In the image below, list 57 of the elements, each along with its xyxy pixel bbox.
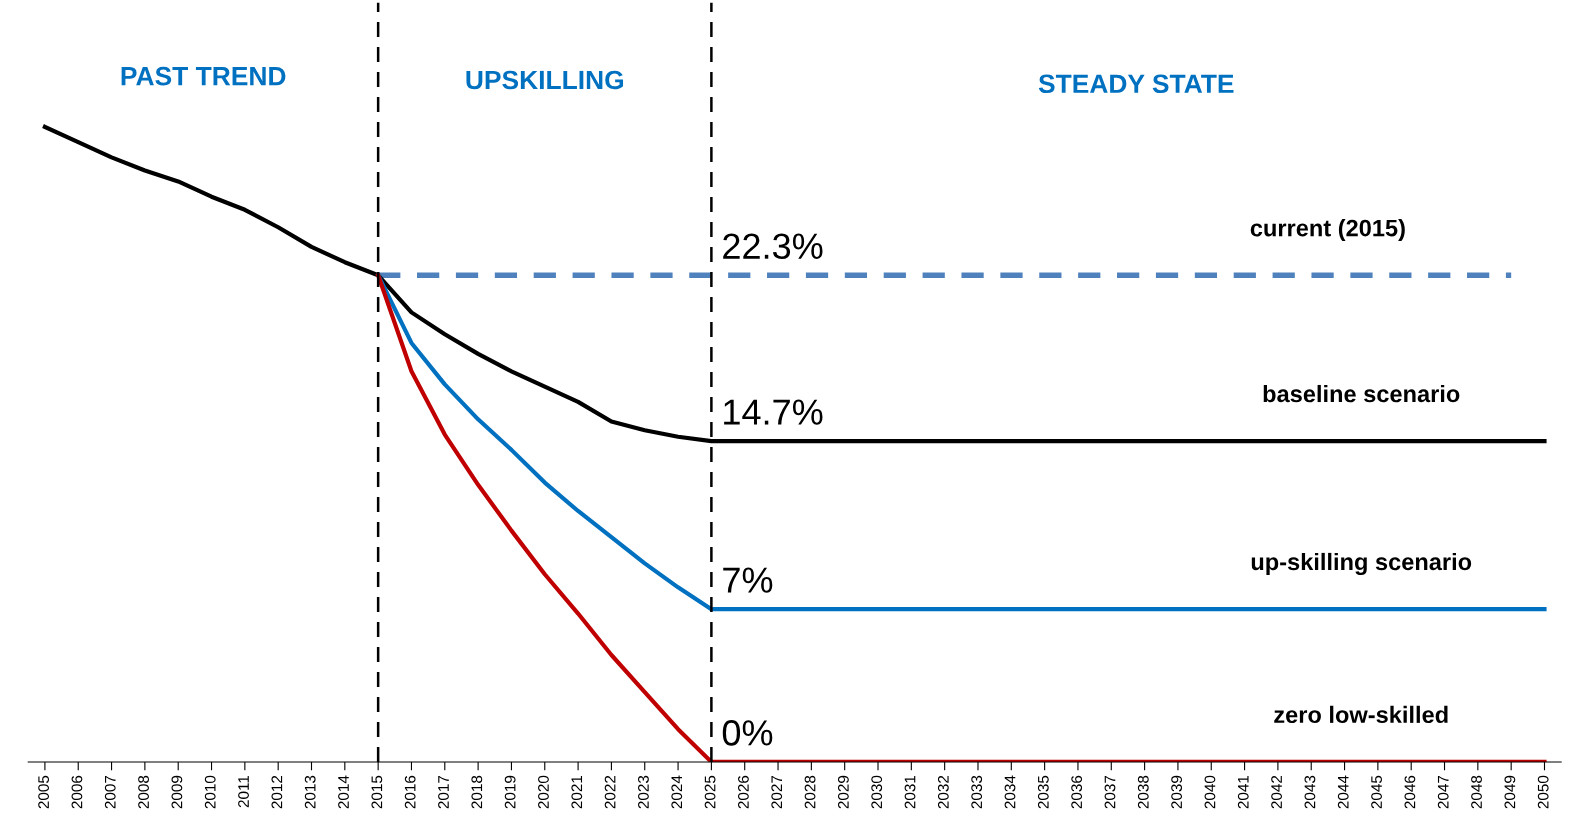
x-tick-label: 2022 bbox=[604, 775, 616, 809]
x-tick-label: 2034 bbox=[1004, 775, 1016, 809]
x-tick-label: 2042 bbox=[1271, 775, 1282, 809]
annotation: UPSKILLING bbox=[466, 70, 624, 90]
x-tick-label: 2030 bbox=[871, 775, 883, 809]
x-tick-label: 2023 bbox=[638, 775, 649, 809]
x-tick-label: 2011 bbox=[238, 775, 249, 808]
x-tick-label: 2025 bbox=[704, 775, 716, 809]
x-tick-label: 2012 bbox=[271, 775, 283, 809]
x-tick-label: 2029 bbox=[837, 775, 849, 809]
x-tick-label: 2045 bbox=[1371, 775, 1382, 809]
data-label: 0% bbox=[722, 720, 773, 746]
x-tick-label: 2021 bbox=[571, 775, 583, 809]
x-tick-label: 2044 bbox=[1337, 775, 1349, 809]
x-tick-label: 2038 bbox=[1137, 775, 1149, 809]
x-tick-label: 2028 bbox=[804, 775, 816, 809]
x-tick-label: 2040 bbox=[1204, 775, 1216, 809]
x-tick-label: 2033 bbox=[971, 775, 983, 809]
x-tick-label: 2013 bbox=[304, 775, 316, 809]
x-tick-label: 2035 bbox=[1037, 775, 1049, 809]
x-tick-label: 2031 bbox=[904, 775, 916, 809]
series-label: current (2015) bbox=[1250, 219, 1405, 242]
x-tick-label: 2049 bbox=[1504, 775, 1516, 809]
x-tick-label: 2016 bbox=[404, 775, 416, 809]
series-label: zero low-skilled bbox=[1274, 705, 1448, 724]
annotation: STEADY STATE bbox=[1038, 74, 1234, 94]
x-tick-label: 2005 bbox=[38, 775, 50, 809]
x-tick-label: 2032 bbox=[937, 775, 949, 809]
x-tick-label: 2014 bbox=[338, 775, 349, 809]
x-tick-label: 2008 bbox=[138, 775, 149, 809]
x-tick-label: 2050 bbox=[1537, 775, 1549, 809]
x-tick-label: 2027 bbox=[771, 775, 783, 809]
x-tick-label: 2048 bbox=[1471, 775, 1482, 809]
x-tick-label: 2047 bbox=[1437, 775, 1449, 809]
x-tick-label: 2017 bbox=[438, 775, 449, 809]
x-tick-label: 2036 bbox=[1071, 775, 1083, 809]
x-tick-label: 2009 bbox=[171, 775, 183, 809]
data-label: 22.3% bbox=[723, 233, 823, 260]
x-tick-label: 2010 bbox=[204, 775, 216, 809]
x-tick-label: 2041 bbox=[1237, 775, 1249, 809]
x-tick-label: 2018 bbox=[471, 775, 483, 809]
series-label: up-skilling scenario bbox=[1251, 552, 1472, 575]
x-tick-label: 2007 bbox=[104, 775, 116, 809]
x-tick-label: 2015 bbox=[371, 775, 383, 809]
x-tick-label: 2019 bbox=[504, 775, 516, 809]
x-tick-label: 2026 bbox=[737, 775, 749, 809]
x-tick-label: 2046 bbox=[1404, 775, 1416, 809]
x-tick-label: 2043 bbox=[1304, 775, 1316, 809]
data-label: 7% bbox=[723, 567, 773, 593]
x-tick-label: 2039 bbox=[1171, 775, 1183, 809]
x-tick-label: 2037 bbox=[1104, 775, 1116, 809]
annotation: PAST TREND bbox=[121, 66, 286, 86]
series-label: baseline scenario bbox=[1263, 384, 1460, 403]
x-tick-label: 2006 bbox=[71, 775, 83, 809]
data-label: 14.7% bbox=[724, 399, 823, 425]
x-tick-label: 2020 bbox=[538, 775, 549, 809]
x-tick-label: 2024 bbox=[671, 775, 683, 809]
